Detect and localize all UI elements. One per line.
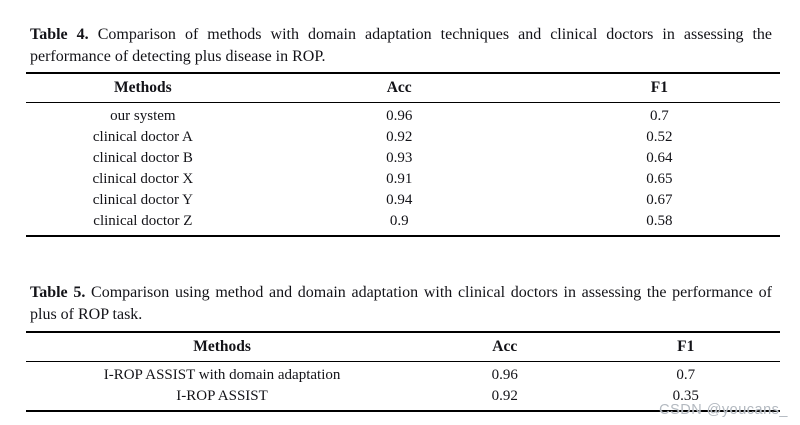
table4-col-acc: Acc — [259, 73, 539, 103]
method-cell: clinical doctor Y — [92, 192, 193, 208]
table5-header-row: Methods Acc F1 — [26, 332, 780, 362]
table5-col-f1: F1 — [591, 332, 780, 362]
f1-cell: 0.52 — [646, 129, 673, 145]
acc-cell: 0.93 — [386, 150, 413, 166]
f1-cell: 0.7 — [676, 367, 696, 383]
table-row: our system 0.96 0.7 — [26, 103, 780, 128]
table4-caption-text: Comparison of methods with domain adapta… — [30, 26, 773, 65]
f1-cell: 0.67 — [646, 192, 673, 208]
f1-cell: 0.35 — [672, 388, 699, 404]
table4-header-row: Methods Acc F1 — [26, 73, 780, 103]
acc-cell: 0.96 — [386, 108, 413, 124]
f1-cell: 0.58 — [646, 213, 673, 229]
table-row: clinical doctor B 0.93 0.64 — [26, 148, 780, 169]
acc-cell: 0.92 — [386, 129, 413, 145]
csdn-watermark: CSDN @youcans_ — [659, 402, 788, 418]
method-cell: I-ROP ASSIST with domain adaptation — [103, 367, 341, 383]
table4-caption: Table 4. Comparison of methods with doma… — [30, 24, 772, 68]
table5-caption-label: Table 5. — [30, 284, 86, 301]
f1-cell: 0.64 — [646, 150, 673, 166]
acc-cell: 0.9 — [389, 213, 409, 229]
method-cell: clinical doctor X — [92, 171, 194, 187]
f1-cell: 0.7 — [649, 108, 669, 124]
table4-col-methods: Methods — [26, 73, 260, 103]
table-row: clinical doctor Y 0.94 0.67 — [26, 190, 780, 211]
acc-cell: 0.92 — [491, 388, 518, 404]
table4-col-f1: F1 — [538, 73, 780, 103]
table4: Methods Acc F1 our system 0.96 0.7 clini… — [26, 72, 780, 237]
method-cell: our system — [110, 108, 176, 124]
table5-caption: Table 5. Comparison using method and dom… — [30, 282, 772, 326]
acc-cell: 0.96 — [491, 367, 518, 383]
method-cell: clinical doctor Z — [93, 213, 193, 229]
table-row: clinical doctor X 0.91 0.65 — [26, 169, 780, 190]
table-row: I-ROP ASSIST with domain adaptation 0.96… — [26, 362, 780, 387]
table4-caption-label: Table 4. — [30, 26, 89, 43]
table5-col-methods: Methods — [26, 332, 419, 362]
table5-caption-text: Comparison using method and domain adapt… — [30, 284, 772, 323]
table-row: clinical doctor A 0.92 0.52 — [26, 127, 780, 148]
table-row: I-ROP ASSIST 0.92 0.35 — [26, 386, 780, 411]
acc-cell: 0.94 — [386, 192, 413, 208]
table-row: clinical doctor Z 0.9 0.58 — [26, 211, 780, 236]
method-cell: clinical doctor B — [92, 150, 193, 166]
f1-cell: 0.65 — [646, 171, 673, 187]
table5-col-acc: Acc — [418, 332, 592, 362]
table5: Methods Acc F1 I-ROP ASSIST with domain … — [26, 331, 780, 412]
method-cell: I-ROP ASSIST — [176, 388, 268, 404]
method-cell: clinical doctor A — [92, 129, 193, 145]
acc-cell: 0.91 — [386, 171, 413, 187]
